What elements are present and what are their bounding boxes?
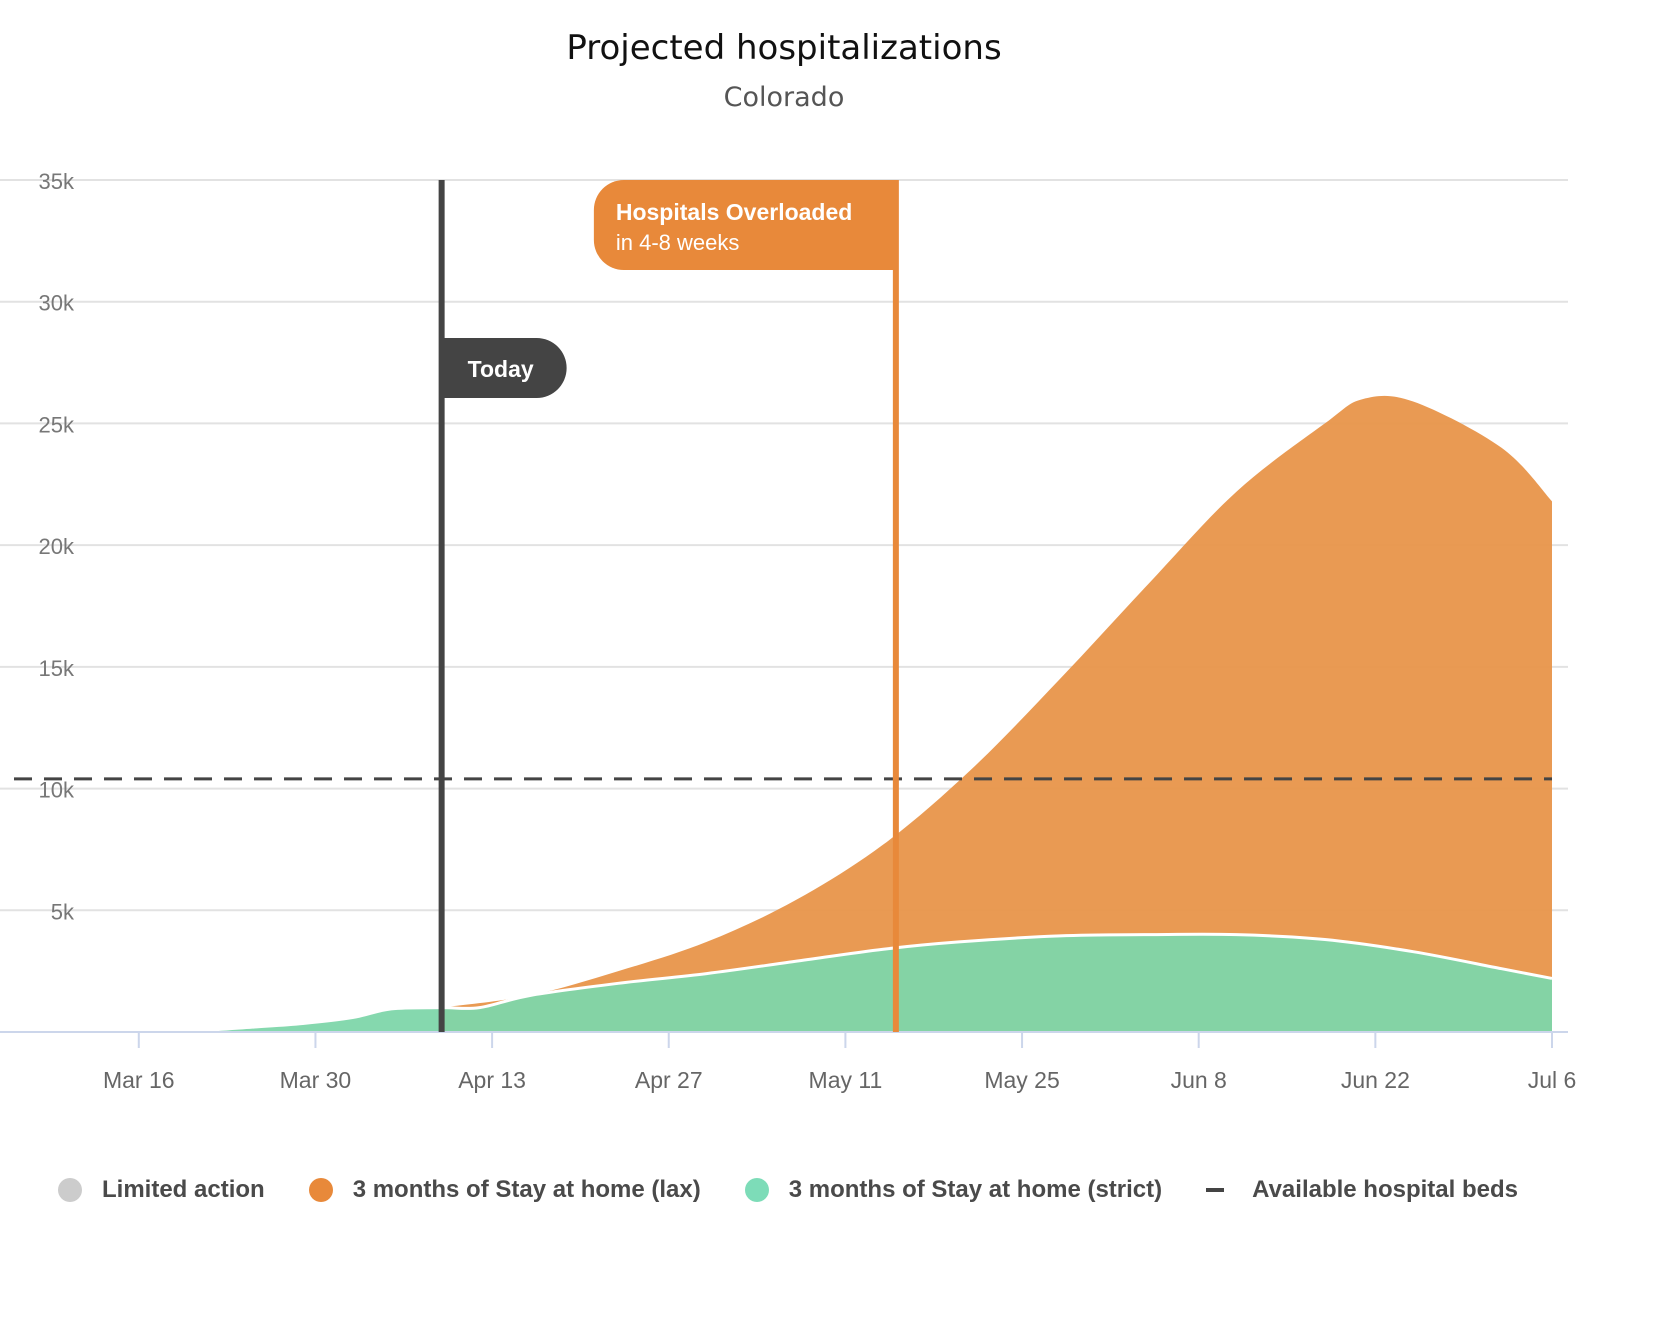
x-tick-label: Jun 8	[1171, 1067, 1227, 1093]
legend-swatch-limited-action	[58, 1178, 82, 1202]
legend-label-limited-action: Limited action	[102, 1176, 265, 1203]
legend-swatch-lax	[308, 1178, 333, 1202]
today-flag	[441, 338, 567, 398]
y-tick-label: 10k	[39, 778, 75, 803]
area-lax	[441, 395, 1553, 1032]
legend-item-hospital-beds[interactable]: Available hospital beds	[1206, 1176, 1518, 1204]
legend-label-hospital-beds: Available hospital beds	[1252, 1176, 1518, 1203]
x-tick-label: Mar 16	[103, 1067, 175, 1093]
legend-item-limited-action[interactable]: Limited action	[58, 1176, 265, 1204]
legend-item-strict[interactable]: 3 months of Stay at home (strict)	[744, 1176, 1163, 1204]
x-tick-label: Mar 30	[280, 1067, 352, 1093]
legend-item-lax[interactable]: 3 months of Stay at home (lax)	[308, 1176, 701, 1204]
x-tick-label: May 11	[809, 1067, 883, 1093]
y-tick-label: 20k	[39, 534, 75, 559]
y-tick-label: 15k	[39, 656, 75, 681]
chart-title: Projected hospitalizations	[566, 28, 1002, 68]
overload-label: Hospitals Overloaded	[616, 199, 852, 225]
overload-sublabel: in 4-8 weeks	[616, 230, 740, 255]
x-tick-label: Apr 13	[458, 1067, 526, 1093]
x-tick-label: May 25	[984, 1067, 1059, 1093]
y-tick-label: 25k	[39, 412, 75, 437]
x-tick-label: Apr 27	[635, 1067, 703, 1093]
legend-swatch-strict	[744, 1178, 769, 1202]
chart-legend: Limited action 3 months of Stay at home …	[58, 1176, 1518, 1204]
overload-flag	[593, 180, 896, 270]
area-strict	[151, 934, 1552, 1032]
y-tick-label: 5k	[51, 899, 75, 924]
legend-label-strict: 3 months of Stay at home (strict)	[788, 1176, 1163, 1203]
x-tick-label: Jun 22	[1341, 1067, 1410, 1093]
legend-swatch-hospital-beds	[1206, 1188, 1225, 1192]
y-tick-label: 35k	[39, 169, 75, 194]
today-label: Today	[468, 356, 534, 382]
x-tick-label: Jul 6	[1528, 1067, 1577, 1093]
legend-label-lax: 3 months of Stay at home (lax)	[352, 1176, 701, 1203]
y-tick-label: 30k	[39, 291, 75, 316]
chart-subtitle: Colorado	[723, 82, 845, 113]
area-strict-edge	[151, 932, 1553, 1034]
